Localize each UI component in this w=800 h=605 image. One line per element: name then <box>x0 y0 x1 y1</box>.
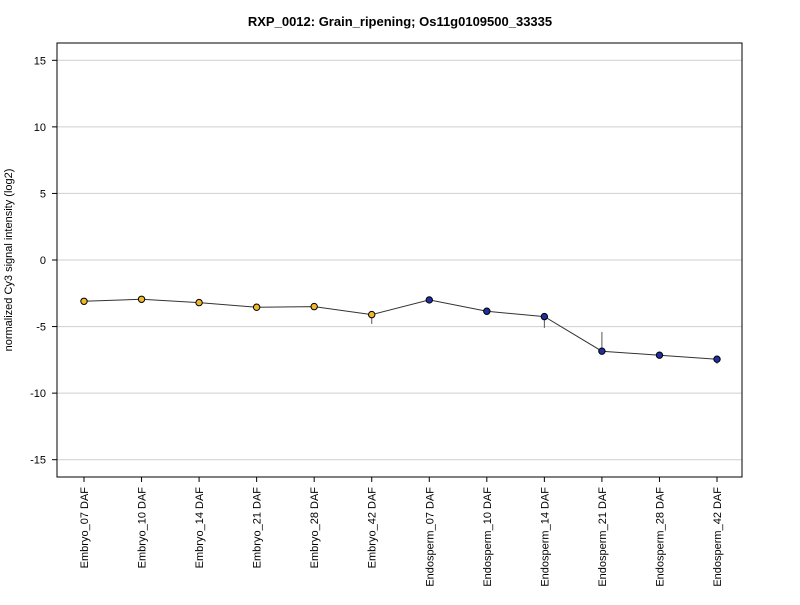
x-tick-label-10: Endosperm_28 DAF <box>654 487 666 587</box>
data-point-7 <box>483 307 491 315</box>
grid-layer <box>57 59 742 461</box>
chart-title: RXP_0012: Grain_ripening; Os11g0109500_3… <box>248 14 552 29</box>
y-tick-label-2: -5 <box>36 322 46 334</box>
data-point-1 <box>137 295 146 303</box>
x-tick-label-3: Embryo_21 DAF <box>252 487 264 569</box>
y-tick-label-1: -10 <box>30 388 46 400</box>
y-tick-label-4: 5 <box>40 188 46 200</box>
x-tick-label-0: Embryo_07 DAF <box>79 487 91 569</box>
y-axis-label: normalized Cy3 signal intensity (log2) <box>3 169 15 352</box>
data-point-0 <box>80 297 88 305</box>
x-tick-label-1: Embryo_10 DAF <box>137 487 149 569</box>
x-tick-label-6: Endosperm_07 DAF <box>424 487 436 587</box>
x-tick-label-11: Endosperm_42 DAF <box>712 487 724 587</box>
x-tick-label-9: Endosperm_21 DAF <box>597 487 609 587</box>
y-tick-label-5: 10 <box>34 122 46 134</box>
data-point-10 <box>655 351 664 359</box>
y-tick-label-3: 0 <box>40 255 46 267</box>
y-axis: -15 -10 -5 0 5 10 15 <box>30 55 57 467</box>
data-point-2 <box>195 298 203 307</box>
plot-frame <box>56 42 743 478</box>
x-tick-label-5: Embryo_42 DAF <box>367 487 379 569</box>
data-point-5 <box>368 310 376 319</box>
series-layer <box>80 295 721 364</box>
data-point-6 <box>425 296 433 304</box>
data-point-8 <box>540 312 549 321</box>
data-point-11 <box>713 355 721 363</box>
x-tick-label-2: Embryo_14 DAF <box>194 487 206 569</box>
data-point-3 <box>252 303 261 311</box>
x-tick-label-7: Endosperm_10 DAF <box>482 487 494 587</box>
data-point-9 <box>598 347 606 355</box>
x-axis: Embryo_07 DAF Embryo_10 DAF Embryo_14 DAF E… <box>79 477 724 587</box>
y-tick-label-6: 15 <box>34 55 46 67</box>
series-line-0 <box>83 298 718 360</box>
data-point-4 <box>310 302 318 311</box>
x-tick-label-8: Endosperm_14 DAF <box>539 487 551 587</box>
x-tick-label-4: Embryo_28 DAF <box>309 487 321 569</box>
y-tick-label-0: -15 <box>30 455 46 467</box>
